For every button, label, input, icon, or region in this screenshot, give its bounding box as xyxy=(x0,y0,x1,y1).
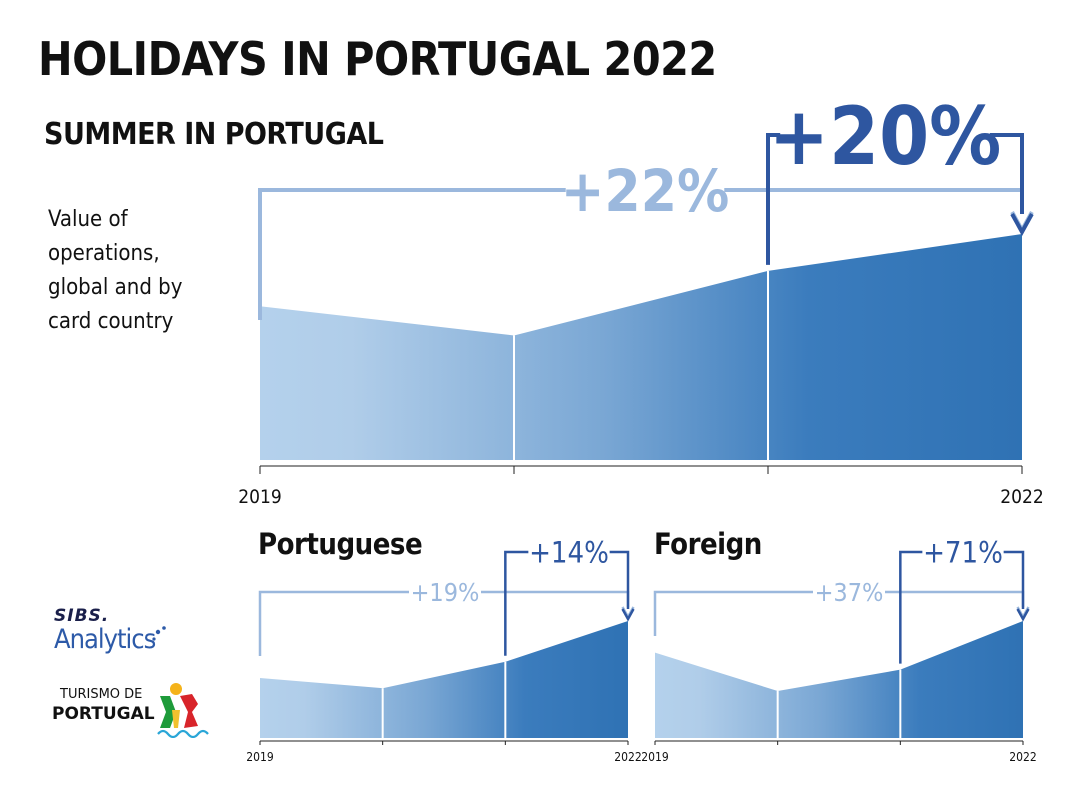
global-x-tick-label: 2022 xyxy=(1000,486,1044,508)
foreign-change-recent-label: +71% xyxy=(923,535,1003,569)
portuguese-bracket-total-right xyxy=(481,590,630,607)
turismo-logo-line1: TURISMO DE xyxy=(60,687,143,702)
section-subtitle: SUMMER IN PORTUGAL xyxy=(44,117,384,152)
portuguese-change-total-label: +19% xyxy=(411,578,480,607)
global-change-recent-label: +20% xyxy=(769,90,1002,183)
page-title: HOLIDAYS IN PORTUGAL 2022 xyxy=(38,32,717,86)
portuguese-change-recent-label: +14% xyxy=(529,535,609,569)
chart-description: Value of operations, global and by card … xyxy=(48,207,183,334)
turismo-de-portugal-logo: TURISMO DE PORTUGAL xyxy=(52,682,217,742)
sibs-dots-icon xyxy=(152,626,166,641)
sibs-analytics-logo: SIBS. Analytics xyxy=(54,608,174,660)
global-bracket-recent-left xyxy=(766,133,781,265)
foreign-bracket-recent-arrow xyxy=(1016,608,1030,622)
portuguese-bracket-recent-left xyxy=(504,550,529,656)
portuguese-bracket-recent-right xyxy=(609,550,630,609)
foreign-bracket-recent-left xyxy=(899,550,923,664)
foreign-x-tick-label: 2022 xyxy=(1009,750,1036,764)
global-bracket-total-left xyxy=(258,188,566,320)
foreign-area xyxy=(655,621,1023,738)
portuguese-area xyxy=(260,621,628,738)
foreign-bracket-total-left xyxy=(653,590,813,636)
global-bracket-recent-right xyxy=(989,133,1024,214)
sibs-logo-word: SIBS. xyxy=(54,606,110,626)
portuguese-chart-title: Portuguese xyxy=(258,527,423,561)
portuguese-x-tick-label: 2019 xyxy=(246,750,274,764)
portuguese-bracket-recent-arrow xyxy=(621,608,635,622)
foreign-change-total-label: +37% xyxy=(815,578,884,607)
portuguese-x-tick-label: 2022 xyxy=(614,750,641,764)
foreign-x-tick-label: 2019 xyxy=(641,750,669,764)
foreign-bracket-total-right xyxy=(885,590,1025,607)
foreign-chart-title: Foreign xyxy=(654,527,762,561)
sibs-logo-subword: Analytics xyxy=(54,624,156,655)
global-change-total-label: +22% xyxy=(561,157,730,225)
portuguese-bracket-total-left xyxy=(258,590,409,656)
turismo-logo-line2: PORTUGAL xyxy=(52,704,155,724)
global-area xyxy=(260,234,1022,460)
foreign-bracket-recent-right xyxy=(1003,550,1025,609)
global-x-tick-label: 2019 xyxy=(238,486,282,508)
turismo-flag-icon xyxy=(157,683,209,738)
global-bracket-recent-arrow xyxy=(1010,213,1034,237)
